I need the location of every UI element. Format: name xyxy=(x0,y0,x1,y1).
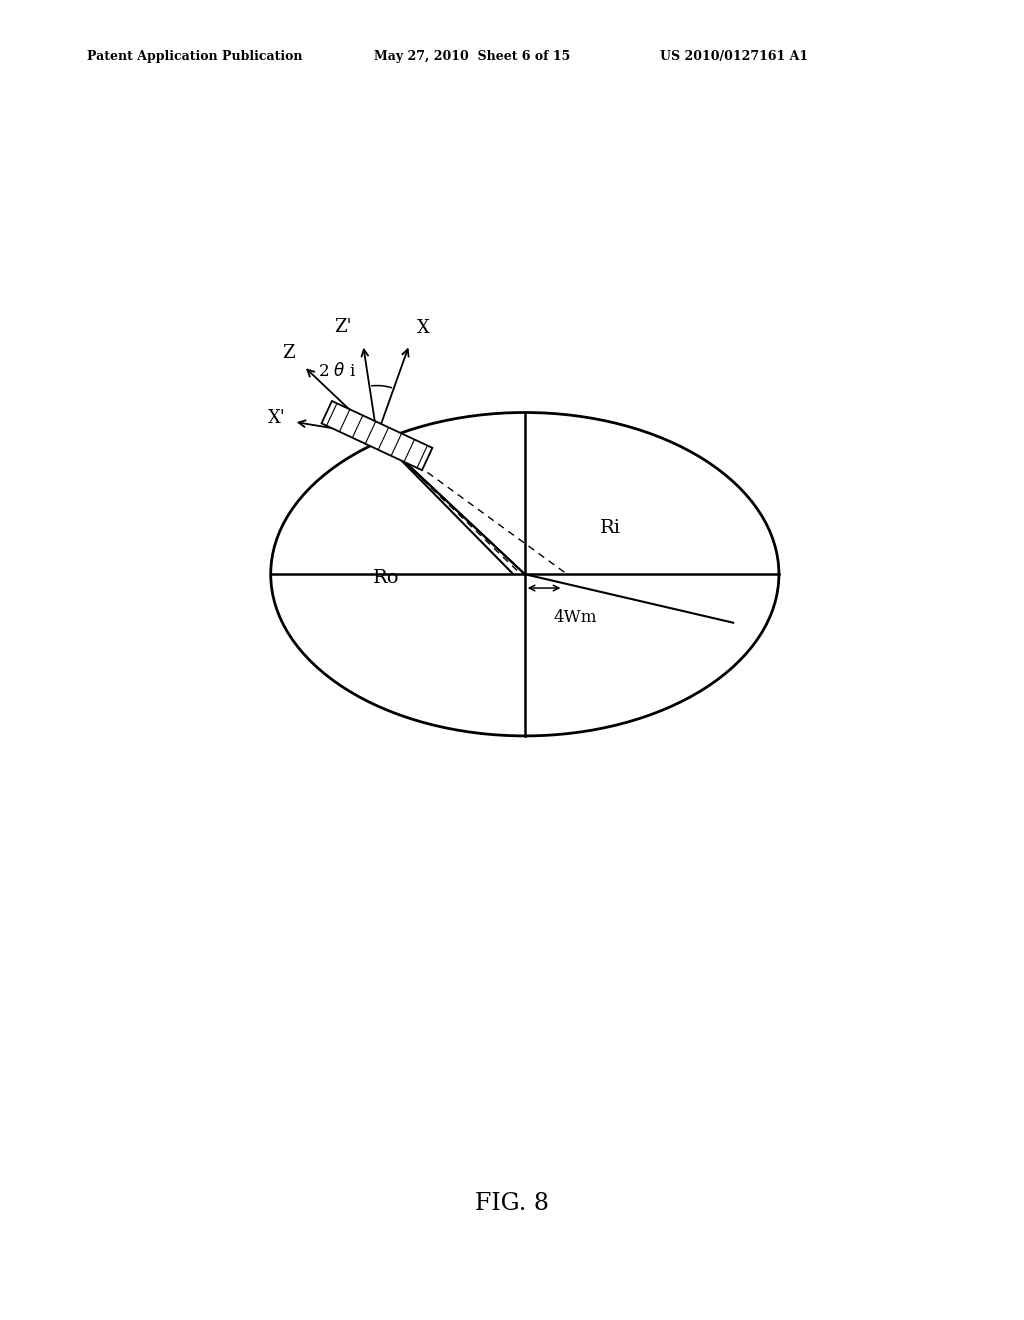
Text: 2 $\theta$ i: 2 $\theta$ i xyxy=(317,362,356,380)
Text: Z': Z' xyxy=(334,318,351,335)
Text: Z: Z xyxy=(282,345,295,363)
Text: Patent Application Publication: Patent Application Publication xyxy=(87,50,302,63)
Text: Ri: Ri xyxy=(600,519,622,537)
Text: US 2010/0127161 A1: US 2010/0127161 A1 xyxy=(660,50,809,63)
Text: X: X xyxy=(417,319,430,337)
Text: FIG. 8: FIG. 8 xyxy=(475,1192,549,1216)
Text: Ro: Ro xyxy=(373,569,399,587)
Text: May 27, 2010  Sheet 6 of 15: May 27, 2010 Sheet 6 of 15 xyxy=(374,50,570,63)
Polygon shape xyxy=(322,401,432,470)
Text: X': X' xyxy=(268,409,286,426)
Text: 4Wm: 4Wm xyxy=(553,609,597,626)
